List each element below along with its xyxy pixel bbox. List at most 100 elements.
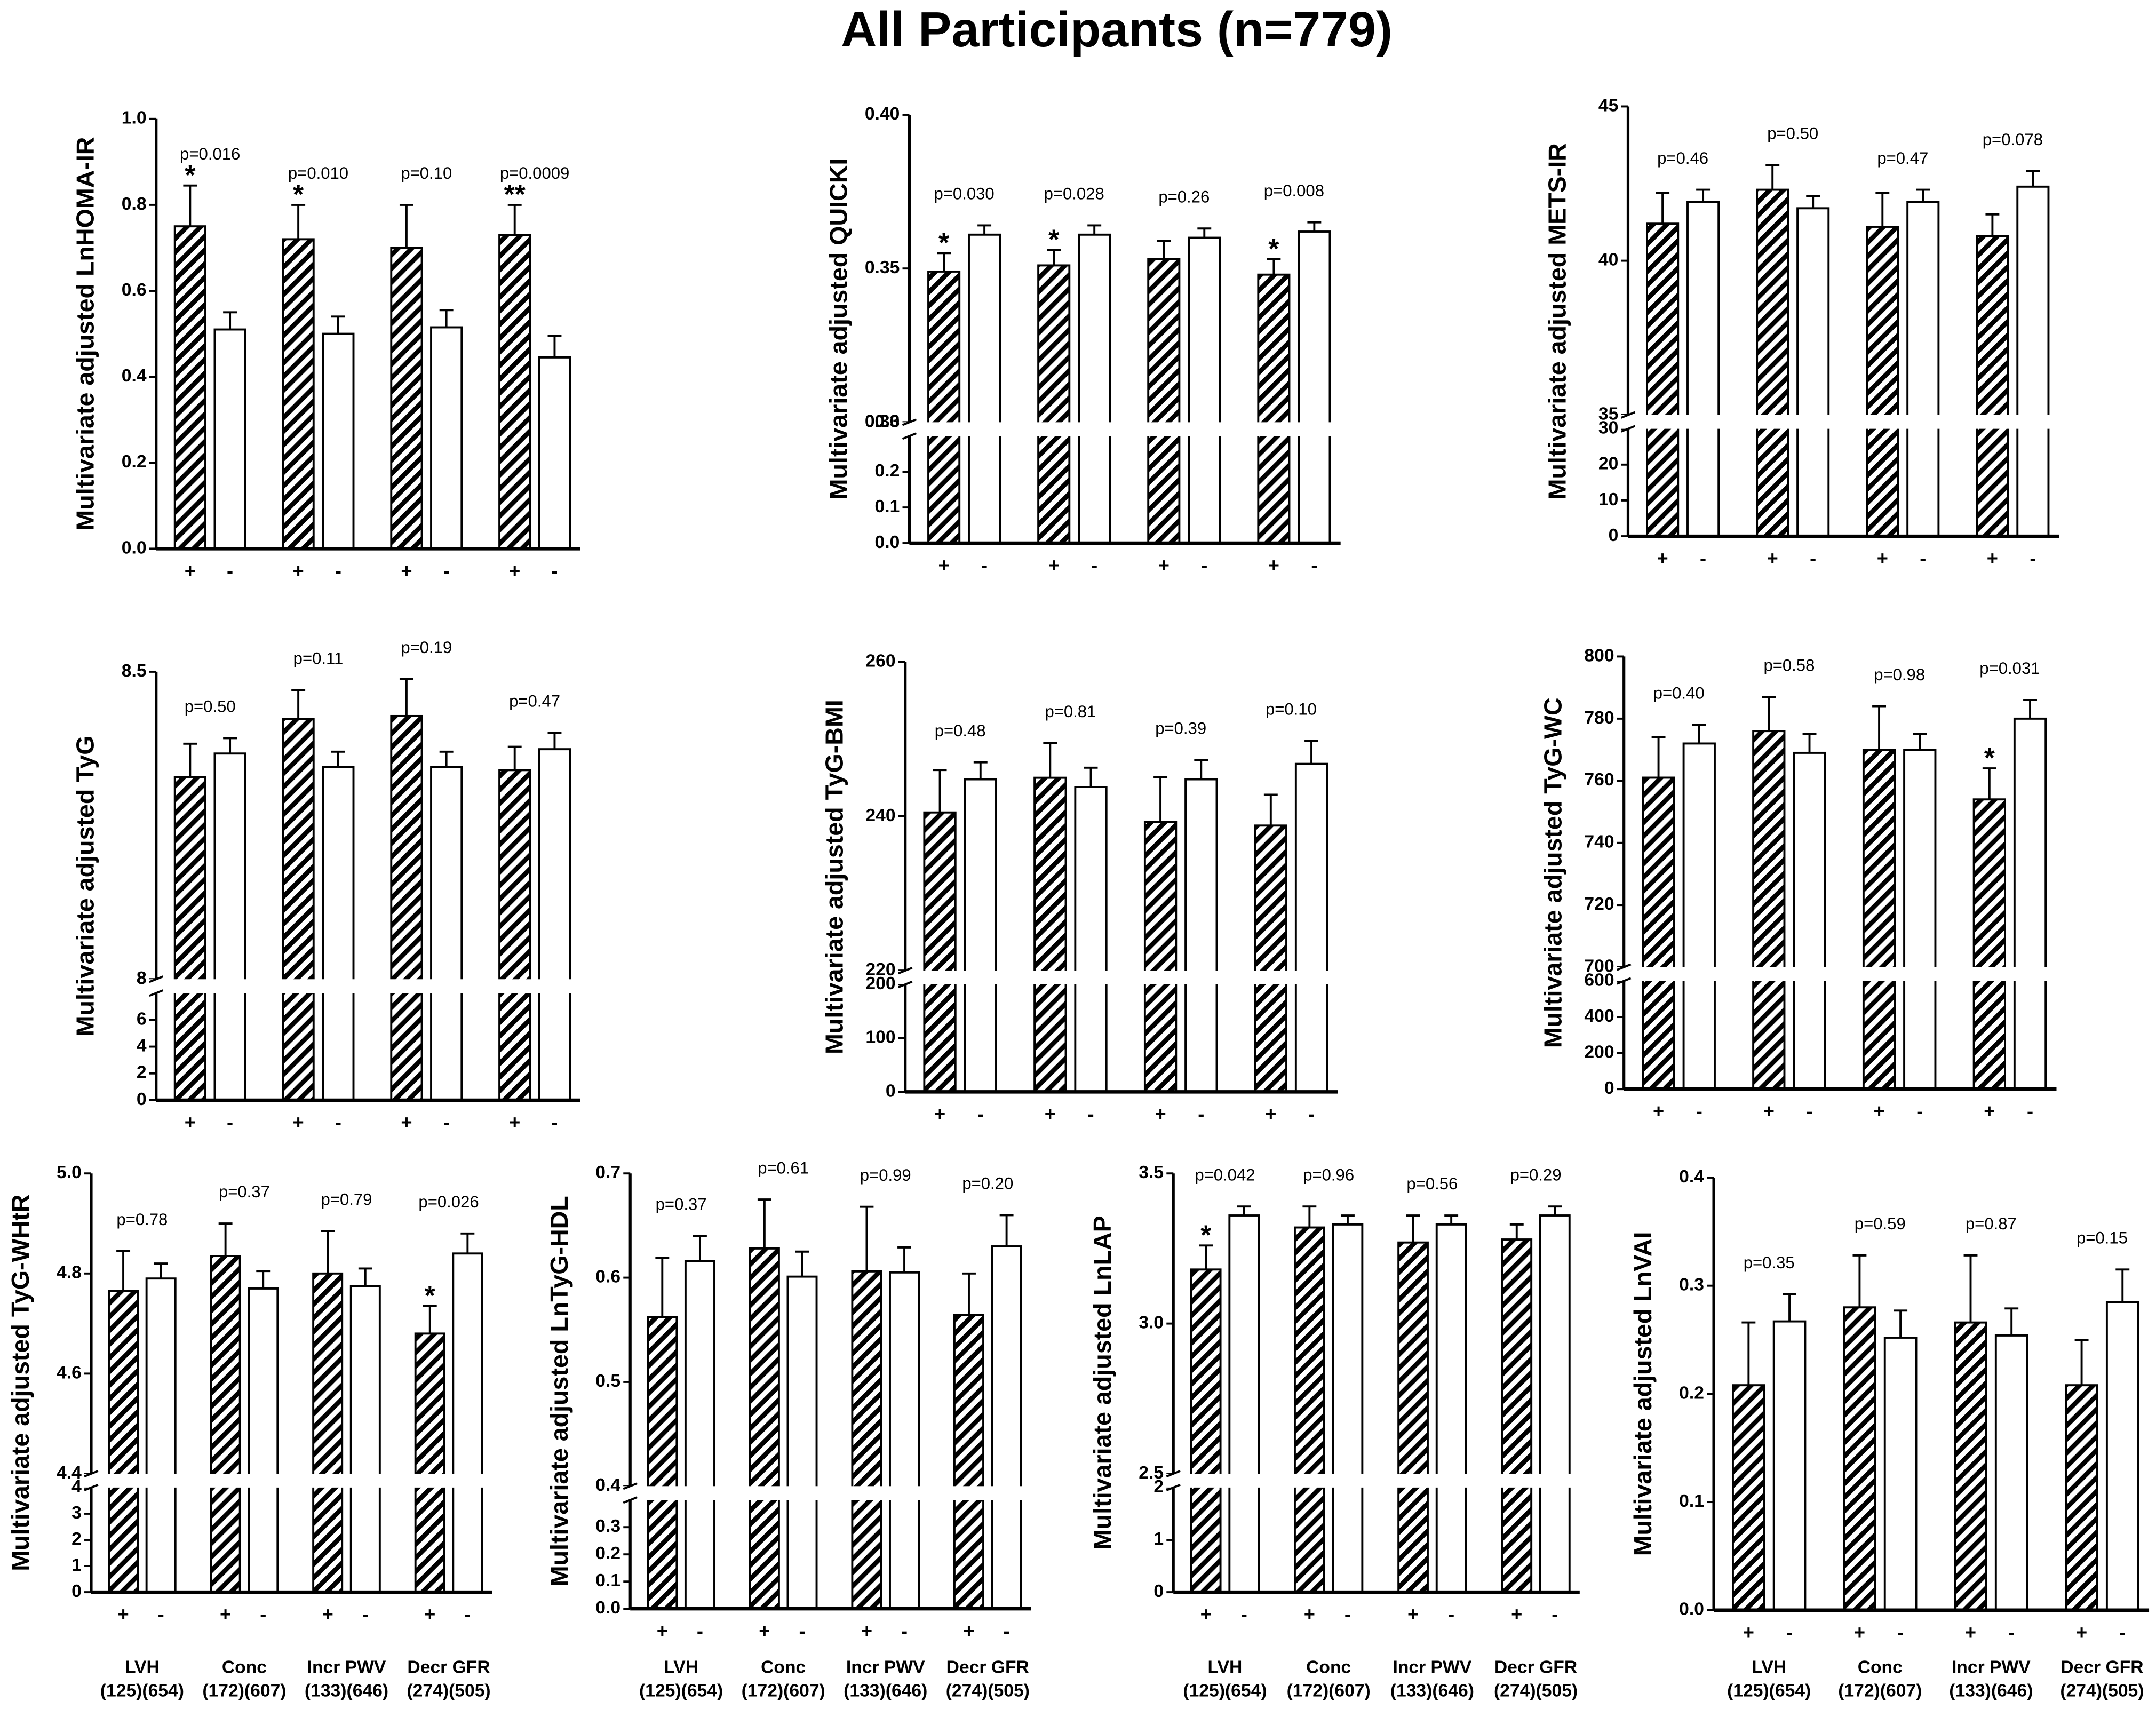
axis-break xyxy=(622,1486,1031,1500)
bar xyxy=(1793,751,1826,1091)
group-label: Decr GFR xyxy=(946,1657,1029,1677)
bar xyxy=(282,238,315,550)
x-tick-label: - xyxy=(443,1111,450,1133)
y-tick-label: 0.0 xyxy=(595,1598,620,1618)
y-axis-label: Multivariate adjusted TyG-WC xyxy=(1539,697,1566,1048)
y-tick-label: 0.8 xyxy=(122,194,147,214)
p-value: p=0.20 xyxy=(962,1174,1013,1193)
bar xyxy=(1866,226,1899,538)
group-label: Decr GFR xyxy=(407,1657,490,1677)
bar xyxy=(1752,730,1786,1091)
y-tick-label: 800 xyxy=(1584,646,1614,665)
bar xyxy=(1539,1214,1571,1594)
x-tick-label: + xyxy=(117,1603,129,1625)
y-tick-label: 1 xyxy=(1153,1529,1164,1549)
bar xyxy=(1954,1321,1987,1611)
x-tick-label: + xyxy=(1511,1603,1522,1625)
x-tick-label: + xyxy=(657,1620,668,1642)
bar xyxy=(1772,1320,1807,1611)
bar xyxy=(1501,1238,1533,1594)
group-count: (274)(505) xyxy=(1494,1681,1578,1701)
group-label: Decr GFR xyxy=(1494,1657,1577,1677)
x-tick-label: - xyxy=(335,560,341,582)
significance-mark: * xyxy=(425,1280,436,1311)
group-count: (125)(654) xyxy=(1183,1681,1267,1701)
y-tick-label: 4 xyxy=(71,1477,82,1497)
significance-mark: * xyxy=(1268,233,1279,264)
bar xyxy=(498,234,531,550)
bar xyxy=(1294,1226,1325,1594)
break-mark xyxy=(623,1496,638,1504)
break-mark xyxy=(1166,1470,1181,1477)
bar xyxy=(1796,207,1830,538)
bar xyxy=(1642,776,1675,1091)
p-value: p=0.78 xyxy=(116,1210,168,1229)
x-tick-label: - xyxy=(227,1111,233,1133)
x-tick-label: - xyxy=(901,1620,908,1642)
bar xyxy=(1435,1223,1467,1594)
group-label: Conc xyxy=(1858,1657,1903,1677)
x-tick-label: + xyxy=(1653,1100,1664,1122)
break-mark xyxy=(84,1483,99,1491)
bar xyxy=(1254,824,1287,1093)
y-tick-label: 100 xyxy=(865,1028,895,1047)
bar xyxy=(1143,821,1178,1093)
x-tick-label: - xyxy=(1810,547,1816,569)
significance-mark: * xyxy=(938,227,950,258)
x-tick-label: + xyxy=(1268,554,1279,576)
bar xyxy=(2016,185,2050,538)
y-tick-label: 260 xyxy=(865,651,895,671)
bar xyxy=(498,769,531,1101)
bar xyxy=(538,356,571,550)
group-label: Decr GFR xyxy=(2060,1657,2143,1677)
y-tick-label: 0 xyxy=(71,1581,82,1601)
p-value: p=0.031 xyxy=(1979,659,2040,678)
y-tick-label: 0.1 xyxy=(595,1571,620,1591)
y-tick-label: 0.40 xyxy=(865,104,900,124)
x-tick-label: - xyxy=(1344,1603,1351,1625)
p-value: p=0.028 xyxy=(1044,185,1104,203)
group-count: (133)(646) xyxy=(1390,1681,1474,1701)
p-value: p=0.19 xyxy=(401,638,452,657)
break-mark xyxy=(1617,977,1632,985)
p-value: p=0.40 xyxy=(1653,684,1705,703)
y-tick-label: 30 xyxy=(1598,418,1618,438)
bar xyxy=(1033,776,1067,1093)
x-tick-label: + xyxy=(1984,1100,1995,1122)
bar xyxy=(964,778,997,1093)
x-tick-label: + xyxy=(509,1111,520,1133)
x-tick-label: - xyxy=(1308,1103,1315,1125)
p-value: p=0.50 xyxy=(185,697,236,716)
x-tick-label: + xyxy=(963,1620,974,1642)
x-tick-label: + xyxy=(1743,1621,1754,1643)
bar xyxy=(414,1332,445,1594)
significance-mark: * xyxy=(293,179,304,210)
x-tick-label: + xyxy=(934,1103,945,1125)
group-count: (172)(607) xyxy=(202,1681,286,1701)
bar xyxy=(991,1245,1022,1610)
significance-mark: ** xyxy=(504,179,526,210)
bar xyxy=(173,225,206,550)
p-value: p=0.50 xyxy=(1767,124,1818,143)
y-tick-label: 0.1 xyxy=(875,497,900,516)
bar xyxy=(312,1272,344,1594)
x-tick-label: + xyxy=(293,560,304,582)
p-value: p=0.042 xyxy=(1195,1165,1255,1184)
x-tick-label: + xyxy=(1965,1621,1976,1643)
x-tick-label: + xyxy=(322,1603,333,1625)
x-tick-label: - xyxy=(2027,1100,2033,1122)
p-value: p=0.99 xyxy=(860,1166,911,1185)
p-value: p=0.35 xyxy=(1744,1253,1795,1272)
bar xyxy=(1756,188,1789,538)
y-tick-label: 740 xyxy=(1584,832,1614,852)
break-mark xyxy=(84,1470,99,1477)
y-tick-label: 0 xyxy=(1604,1078,1614,1098)
bar xyxy=(953,1314,984,1610)
bar xyxy=(430,326,463,550)
group-count: (133)(646) xyxy=(1949,1681,2033,1701)
p-value: p=0.58 xyxy=(1763,656,1815,674)
x-tick-label: - xyxy=(1806,1100,1812,1122)
bar xyxy=(145,1277,177,1594)
break-mark xyxy=(902,432,917,440)
